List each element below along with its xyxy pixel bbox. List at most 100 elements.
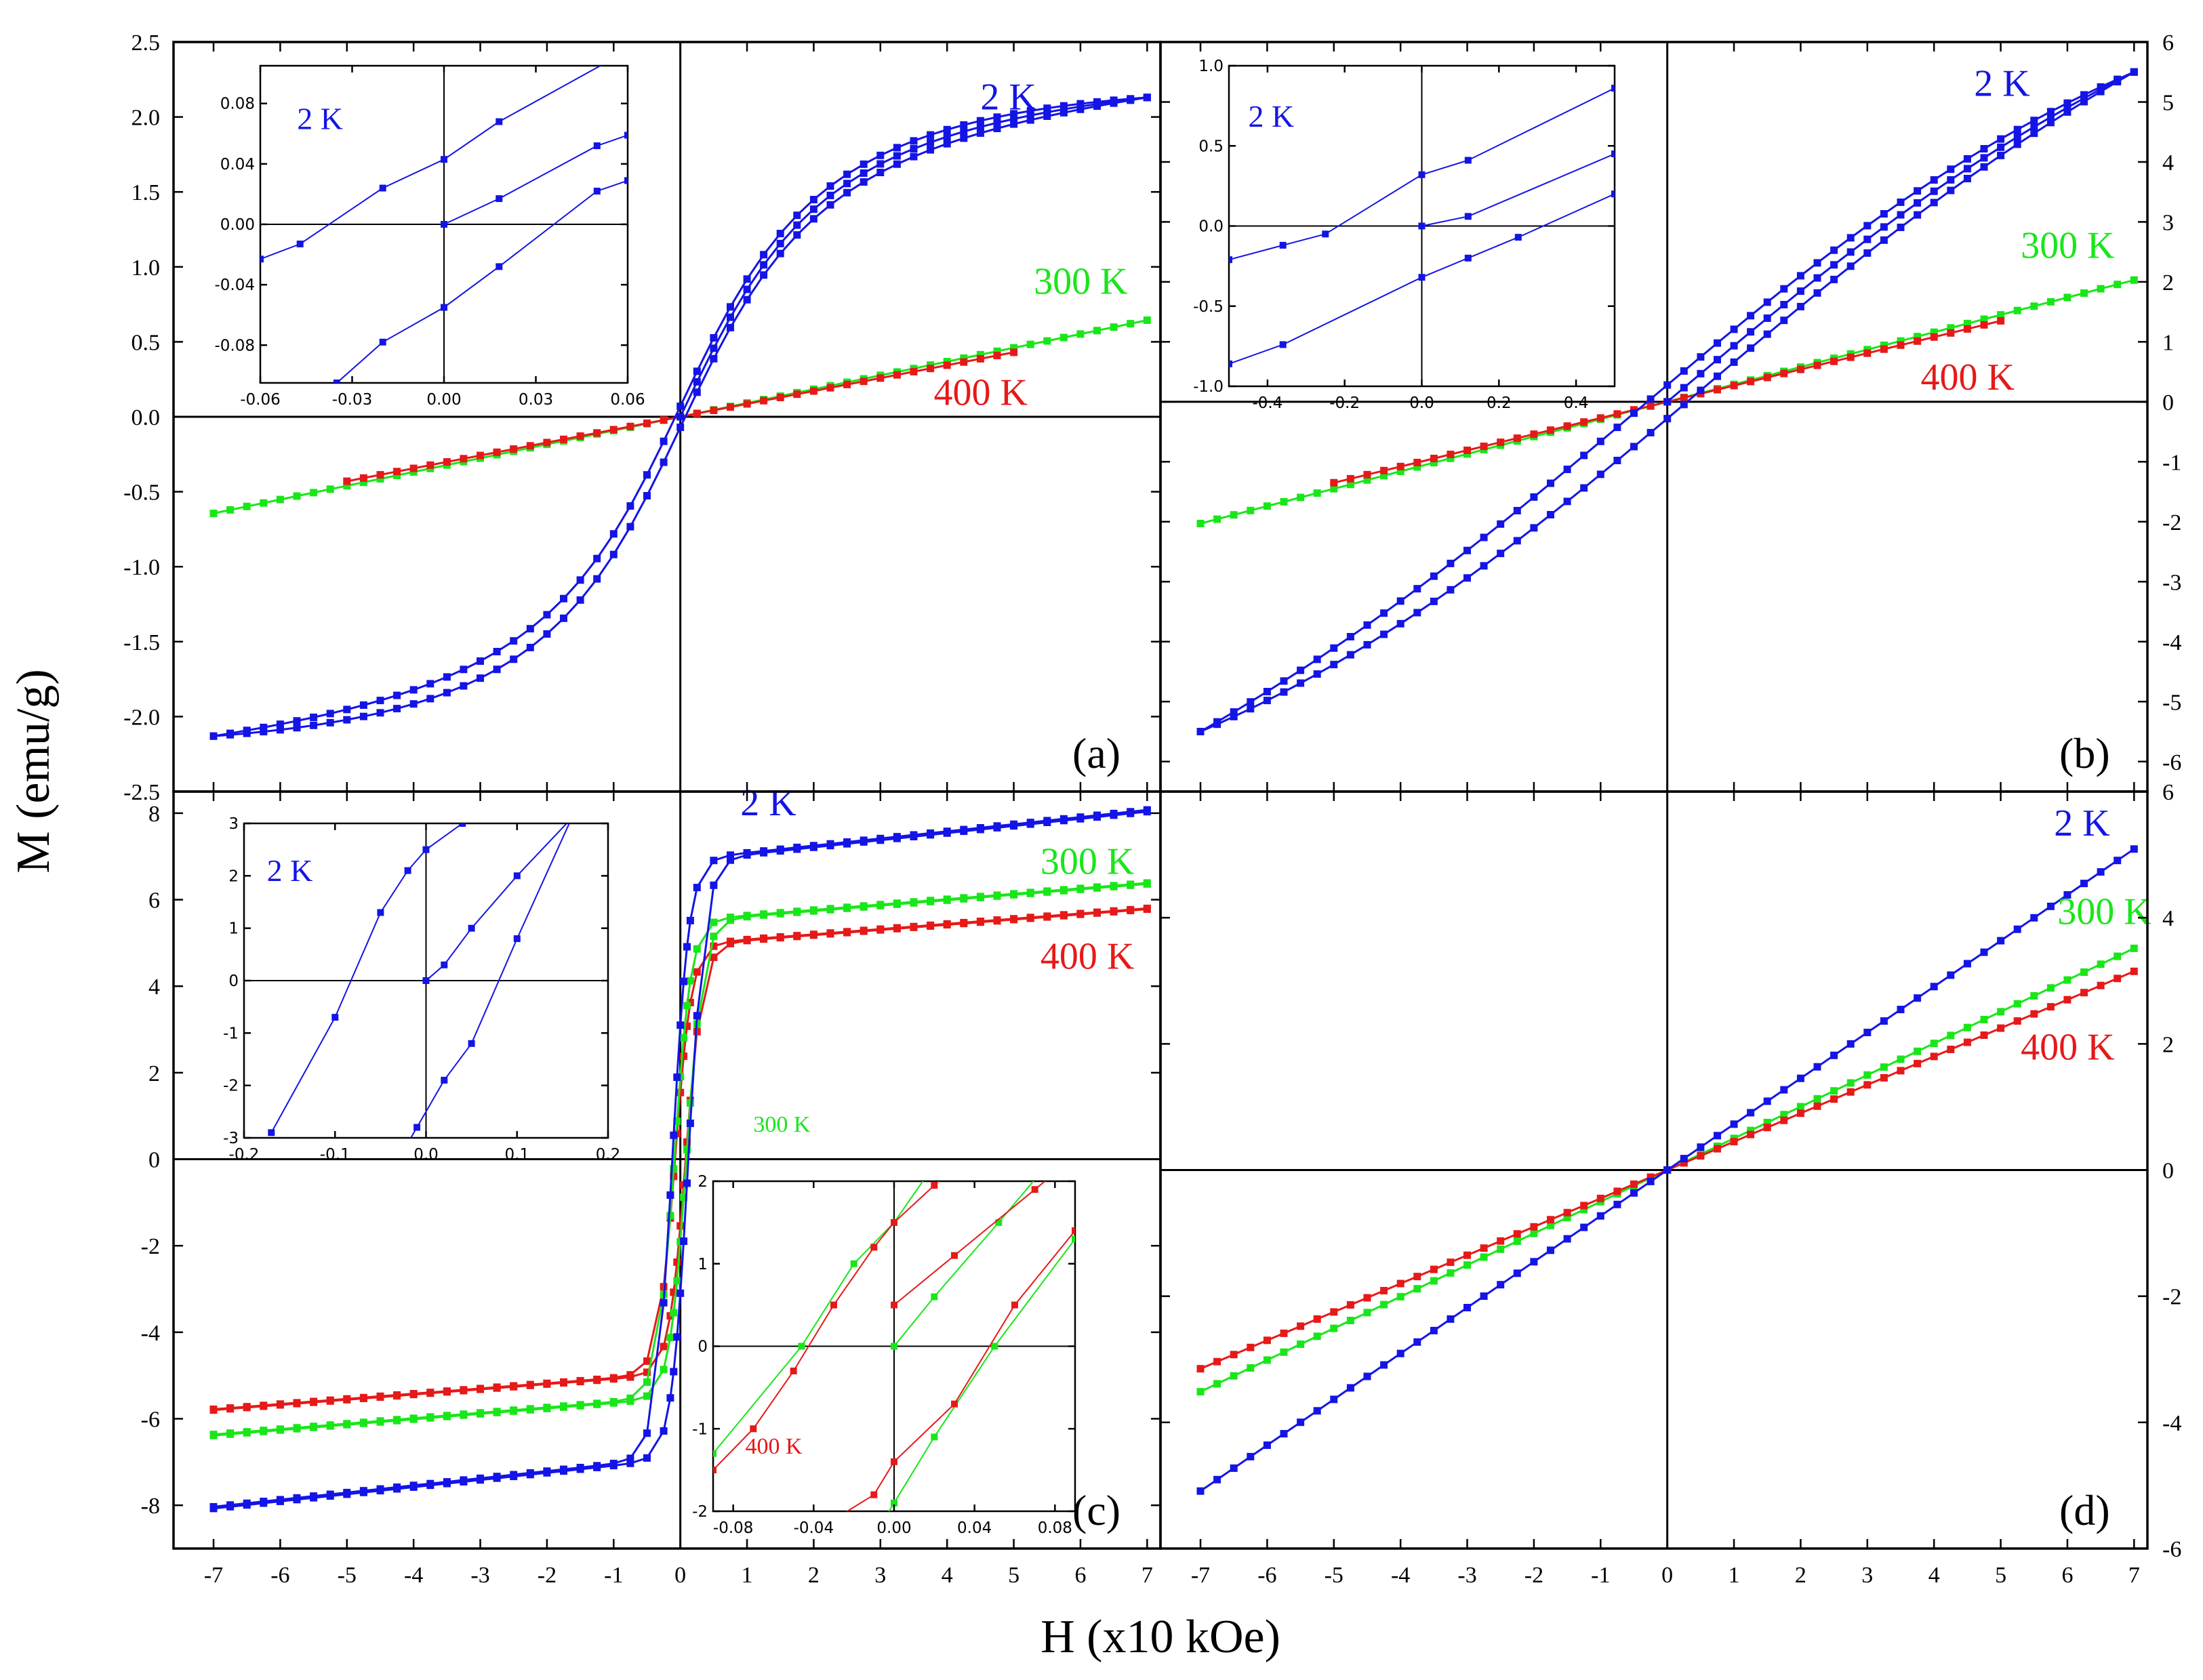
data-point [376,1418,384,1426]
inset-x-tick-label: 0.2 [1487,394,1512,412]
data-point [1563,497,1571,506]
data-point [1580,418,1588,426]
data-point [526,1471,534,1479]
data-point [209,1431,218,1439]
data-point [1963,1023,1971,1031]
inset-x-tick-label: 0.04 [957,1519,992,1537]
data-point [1110,811,1118,819]
data-point [1846,248,1855,256]
data-point [1930,983,1938,991]
data-point [826,930,834,938]
inset-x-tick-label: -0.06 [240,391,281,409]
inset-y-tick-label: 0.08 [220,96,255,113]
data-point [2063,104,2071,112]
data-point [460,1387,468,1395]
inset-series [333,177,628,383]
data-point [409,1415,418,1423]
data-point [624,47,631,54]
series-label: 400 K [1921,356,2015,398]
data-point [743,285,751,293]
data-point [680,1052,688,1061]
data-point [379,338,386,346]
data-point [2046,1003,2055,1011]
data-point [710,954,718,962]
data-point [276,720,284,729]
data-point [673,1258,681,1266]
data-point [226,506,235,514]
data-point [683,1002,691,1010]
inset-y-tick-label: 0.5 [1198,138,1224,155]
data-point [393,472,401,479]
data-point [843,188,851,197]
data-point [943,896,951,904]
data-point [693,409,701,417]
inset-series-line [1229,87,1615,261]
data-point [343,477,351,485]
data-point [993,917,1001,925]
data-point [1630,1189,1638,1197]
data-point [1863,222,1872,230]
data-point [1229,256,1232,264]
data-point [609,1462,618,1470]
data-point [626,502,634,510]
data-point [673,1073,681,1082]
data-point [333,380,340,383]
data-point [1514,234,1522,241]
data-point [643,1357,651,1365]
data-point [1997,1024,2005,1032]
data-point [1230,1372,1238,1380]
data-point [1072,1128,1078,1135]
data-point [1463,1261,1471,1269]
data-point [1830,1095,1838,1103]
data-point [1596,1194,1604,1202]
data-point [727,851,734,859]
data-point [1963,1038,1971,1046]
data-point [609,1399,618,1407]
inset-plot-area [713,1128,1078,1511]
data-point [1413,585,1421,593]
data-point [1447,1269,1455,1277]
data-point [460,682,468,690]
data-point [1363,621,1371,629]
data-point [860,903,868,911]
data-point [405,1140,411,1147]
inset-x-tick-label: -0.1 [320,1146,350,1164]
data-point [441,1076,448,1084]
data-point [1076,885,1085,893]
data-point [793,390,801,398]
data-point [727,303,734,311]
data-point [1646,402,1655,410]
data-point [1076,105,1085,113]
data-point [693,945,701,953]
data-point [1646,1173,1655,1181]
data-point [1059,333,1068,342]
data-point [1026,111,1034,119]
data-point [1076,330,1085,338]
data-point [976,117,984,125]
data-point [260,1402,268,1410]
data-point [1263,1441,1271,1449]
data-point [260,723,268,731]
y-tick-label: -5 [2162,690,2181,715]
series-2K [1196,845,2138,1495]
data-point [693,388,701,396]
series-2K [209,808,1151,1513]
data-point [1497,520,1505,528]
data-point [776,847,784,855]
data-point [2013,1017,2021,1025]
data-point [1914,337,1922,345]
y-tick-label: -2 [2162,1285,2181,1310]
data-point [713,1450,716,1457]
data-point [1297,1418,1305,1427]
data-point [2080,98,2088,106]
data-point [343,1395,351,1404]
data-point [1263,502,1271,510]
data-point [826,191,834,199]
data-point [1830,246,1838,254]
data-point [593,554,601,562]
data-point [927,897,935,905]
data-point [893,152,901,160]
data-point [1059,911,1068,920]
data-point [1430,1277,1438,1285]
data-point [1380,630,1388,638]
